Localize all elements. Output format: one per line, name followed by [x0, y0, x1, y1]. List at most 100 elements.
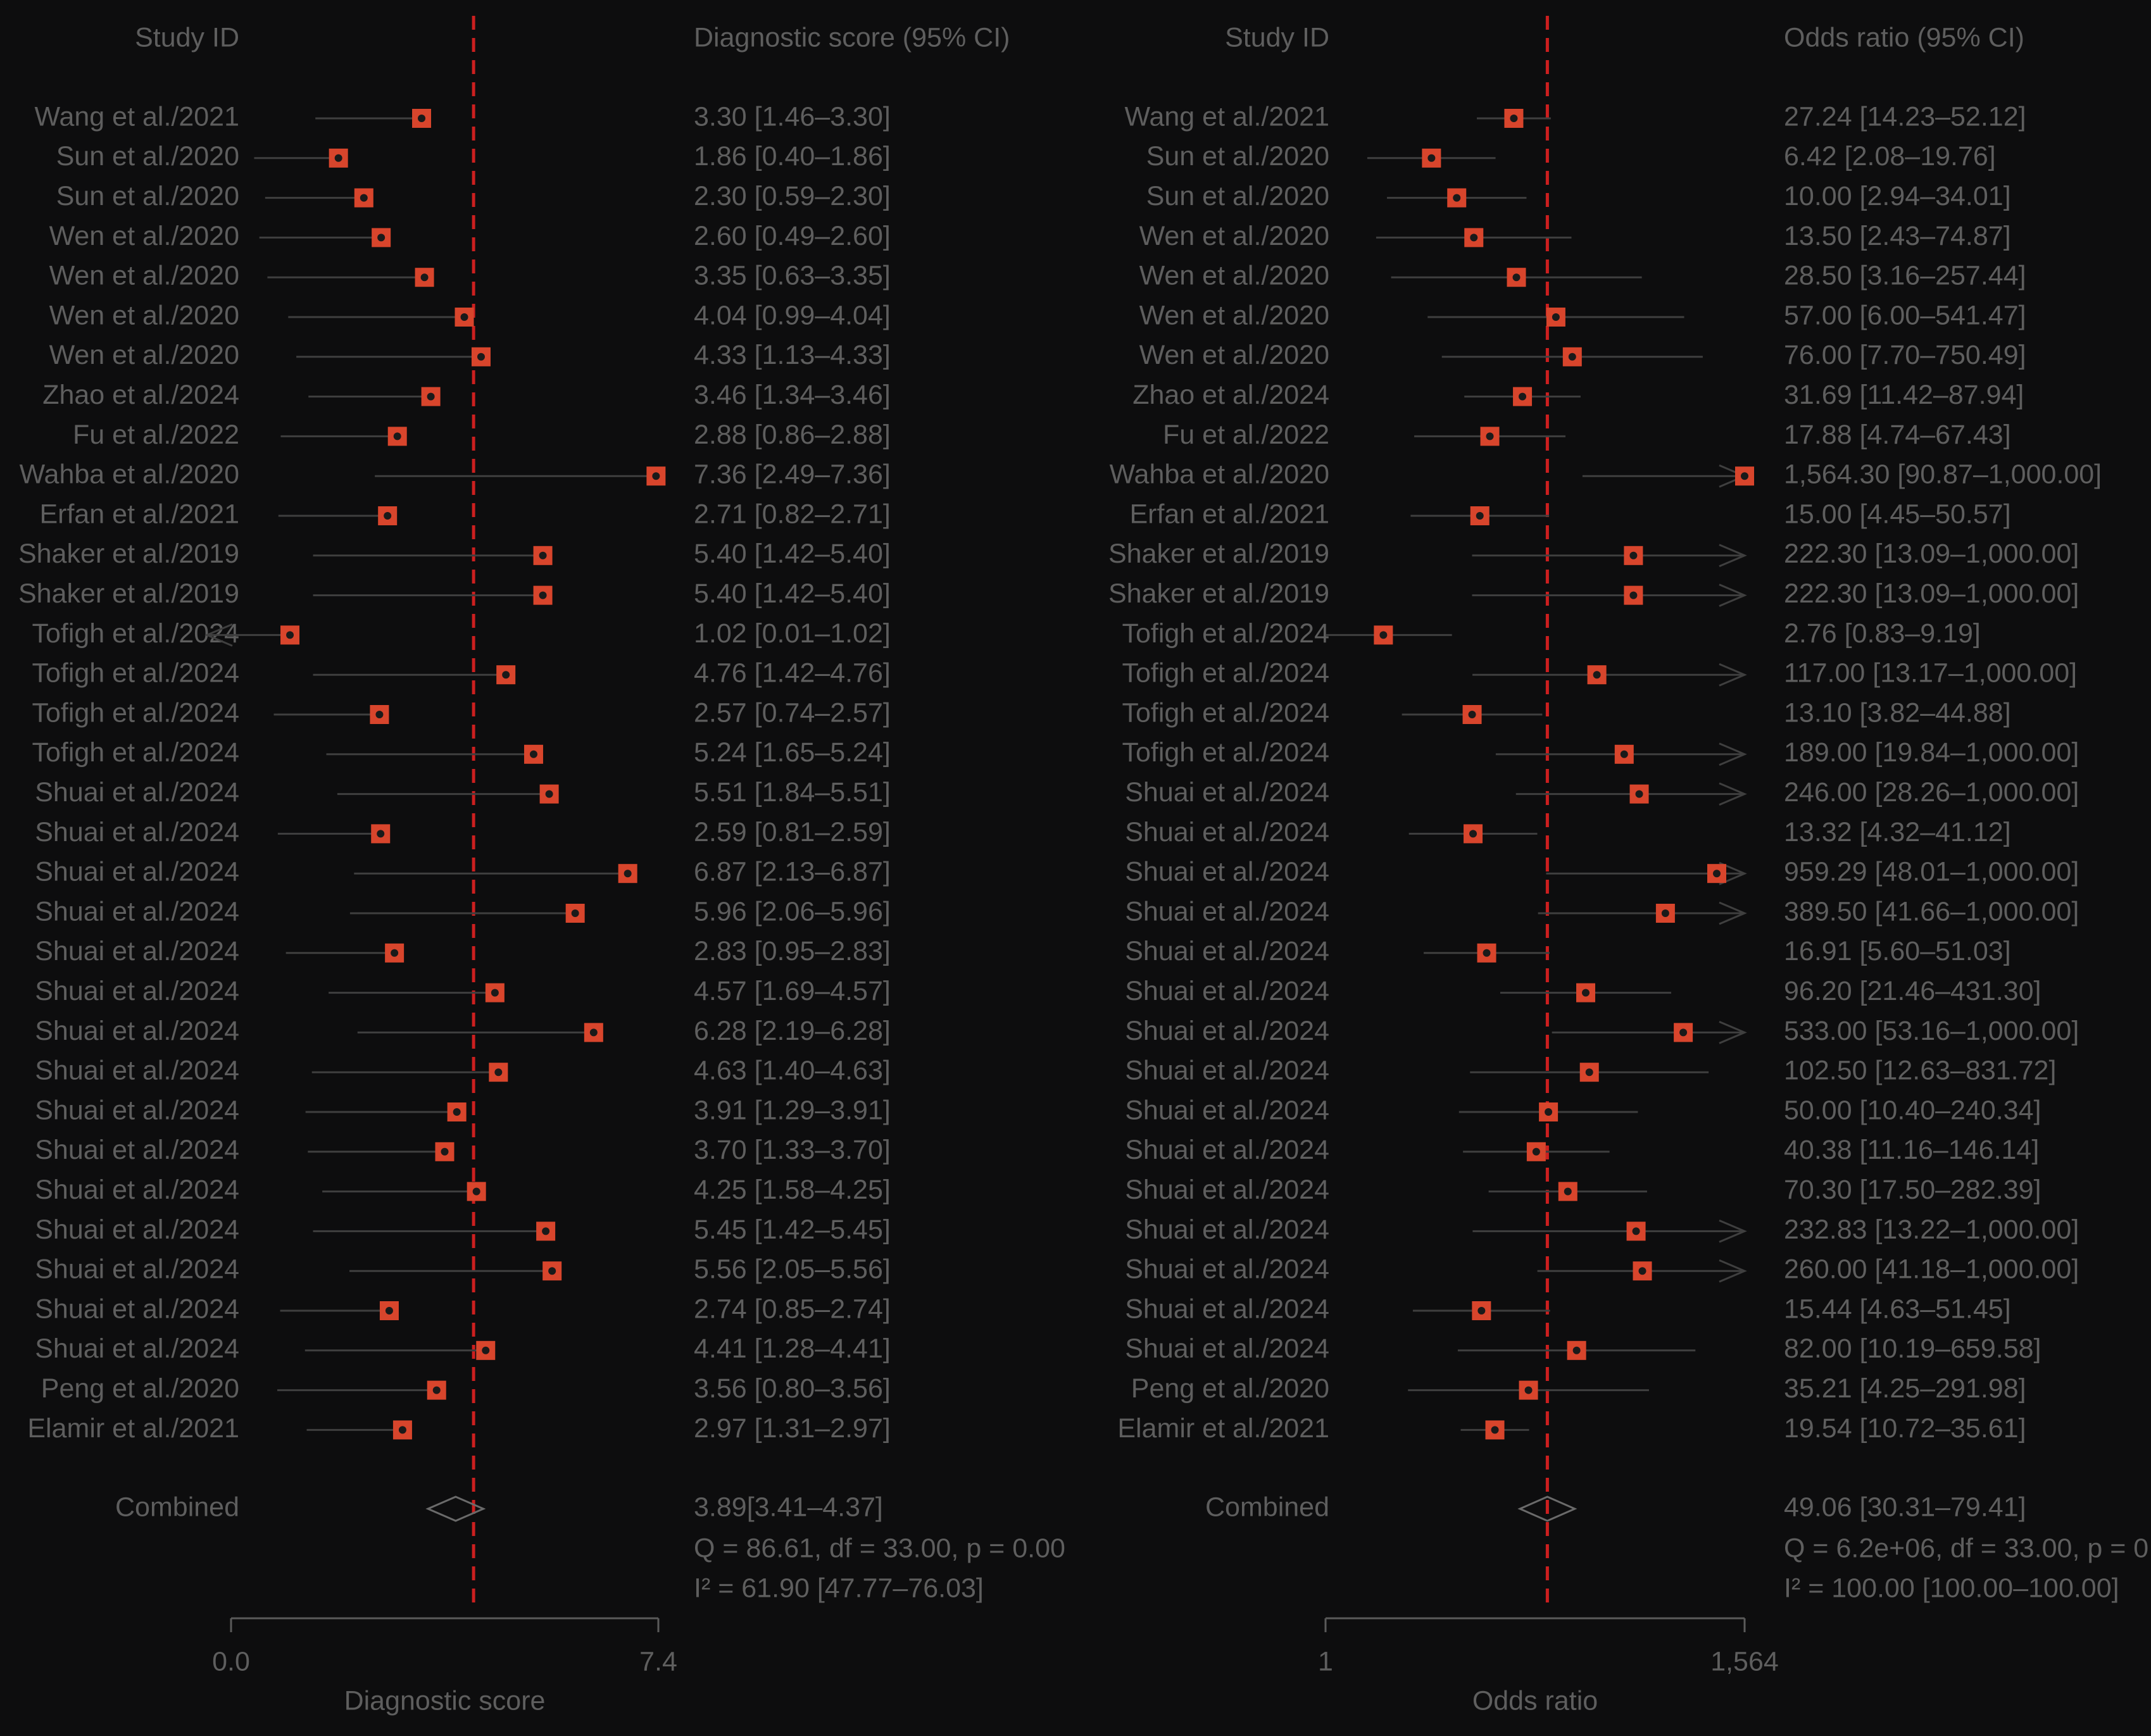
panel1-study-label: Sun et al./2020	[56, 141, 239, 172]
panel2-ci-text: 40.38 [11.16–146.14]	[1784, 1135, 2039, 1165]
panel1-point-center	[477, 353, 485, 361]
panel2-point-center	[1635, 790, 1643, 798]
panel1-ci-text: 2.30 [0.59–2.30]	[694, 181, 891, 211]
panel1-point-center	[589, 1028, 598, 1037]
panel1-ci-text: 6.87 [2.13–6.87]	[694, 857, 891, 887]
panel2-x-tick-label: 1	[1318, 1646, 1333, 1677]
panel1-ci-text: 4.41 [1.28–4.41]	[694, 1333, 891, 1364]
panel2-study-label: Shuai et al./2024	[1125, 976, 1329, 1006]
panel1-ci-text: 3.56 [0.80–3.56]	[694, 1373, 891, 1404]
panel2-ci-arrow-right	[1719, 782, 1747, 806]
panel1-x-axis-label: Diagnostic score	[344, 1685, 546, 1716]
panel1-study-label: Wen et al./2020	[49, 221, 239, 251]
panel2-study-label: Shuai et al./2024	[1125, 936, 1329, 966]
panel2-heterogeneity-stat: Q = 6.2e+06, df = 33.00, p = 0.00	[1784, 1533, 2151, 1563]
panel2-point-center	[1713, 870, 1721, 878]
panel1-study-label: Shuai et al./2024	[35, 936, 239, 966]
panel1-study-label: Zhao et al./2024	[42, 380, 239, 410]
panel1-point-center	[652, 472, 660, 480]
panel2-ci-text: 533.00 [53.16–1,000.00]	[1784, 1016, 2079, 1046]
panel1-ci-text: 3.46 [1.34–3.46]	[694, 380, 891, 410]
panel2-ci-text: 17.88 [4.74–67.43]	[1784, 420, 2011, 450]
panel1-study-label: Shaker et al./2019	[18, 578, 239, 609]
panel2-point-center	[1469, 830, 1477, 838]
panel1-point-center	[384, 512, 392, 520]
panel1-ci-text: 5.40 [1.42–5.40]	[694, 578, 891, 609]
panel1-study-label: Shuai et al./2024	[35, 1135, 239, 1165]
panel1-ci-text: 1.86 [0.40–1.86]	[694, 141, 891, 172]
panel2-ci-text: 31.69 [11.42–87.94]	[1784, 380, 2024, 410]
panel1-point-center	[377, 830, 385, 838]
panel1-study-label: Erfan et al./2021	[39, 499, 239, 529]
panel1-point-center	[432, 1386, 441, 1394]
panel2-ci-text: 189.00 [19.84–1,000.00]	[1784, 737, 2079, 768]
panel1-ci-text: 4.63 [1.40–4.63]	[694, 1056, 891, 1086]
panel1-point-center	[391, 949, 399, 957]
panel2-ci-text: 15.00 [4.45–50.57]	[1784, 499, 2011, 529]
panel2-study-label: Tofigh et al./2024	[1122, 658, 1329, 689]
panel2-point-center	[1572, 1346, 1581, 1354]
panel2-study-label: Shaker et al./2019	[1108, 539, 1329, 569]
panel2-study-label: Wen et al./2020	[1139, 340, 1329, 370]
panel2-study-label: Wen et al./2020	[1139, 221, 1329, 251]
panel1-study-label: Shuai et al./2024	[35, 896, 239, 927]
panel2-study-label: Shuai et al./2024	[1125, 1016, 1329, 1046]
panel2-point-center	[1620, 750, 1628, 758]
panel1-study-label: Tofigh et al./2024	[32, 737, 239, 768]
panel2-study-header: Study ID	[1225, 22, 1329, 53]
panel1-point-center	[334, 154, 342, 162]
panel1-study-label: Sun et al./2020	[56, 181, 239, 211]
panel2-point-center	[1476, 512, 1484, 520]
panel2-point-center	[1532, 1147, 1540, 1156]
panel2-point-center	[1564, 1187, 1572, 1196]
panel2-point-center	[1638, 1267, 1646, 1275]
panel1-combined-label: Combined	[115, 1492, 239, 1522]
panel2-point-center	[1593, 671, 1601, 679]
panel1-ci-text: 2.57 [0.74–2.57]	[694, 697, 891, 728]
panel1-x-tick-label: 0.0	[212, 1646, 250, 1677]
panel2-ci-arrow-right	[1719, 1259, 1747, 1283]
panel2-point-center	[1661, 909, 1669, 917]
panel2-study-label: Shaker et al./2019	[1108, 578, 1329, 609]
panel2-study-label: Fu et al./2022	[1163, 420, 1329, 450]
panel2-point-center	[1510, 115, 1518, 122]
panel2-ci-text: 50.00 [10.40–240.34]	[1784, 1095, 2041, 1125]
panel2-study-label: Sun et al./2020	[1146, 141, 1329, 172]
panel2-point-center	[1545, 1108, 1553, 1116]
panel1-ci-text: 2.74 [0.85–2.74]	[694, 1294, 891, 1324]
panel2-ci-text: 19.54 [10.72–35.61]	[1784, 1413, 2026, 1444]
panel1-ci-text: 6.28 [2.19–6.28]	[694, 1016, 891, 1046]
panel2-ci-arrow-right	[1719, 742, 1747, 766]
panel1-point-center	[545, 790, 553, 798]
panel1-study-label: Shuai et al./2024	[35, 817, 239, 847]
panel1-ci-text: 4.04 [0.99–4.04]	[694, 300, 891, 330]
panel2-ci-text: 389.50 [41.66–1,000.00]	[1784, 896, 2079, 927]
panel1-point-center	[393, 432, 401, 440]
panel1-point-center	[529, 750, 537, 758]
panel1-study-label: Shuai et al./2024	[35, 1095, 239, 1125]
panel1-ci-text: 2.88 [0.86–2.88]	[694, 420, 891, 450]
panel2-study-label: Wang et al./2021	[1124, 101, 1329, 132]
panel1-ci-text: 2.97 [1.31–2.97]	[694, 1413, 891, 1444]
panel2-ci-text: 16.91 [5.60–51.03]	[1784, 936, 2011, 966]
panel1-point-center	[472, 1187, 480, 1196]
panel2-study-label: Shuai et al./2024	[1125, 777, 1329, 808]
panel1-study-label: Tofigh et al./2024	[32, 658, 239, 689]
panel2-study-label: Shuai et al./2024	[1125, 1294, 1329, 1324]
panel2-study-label: Shuai et al./2024	[1125, 817, 1329, 847]
panel1-point-center	[494, 1068, 503, 1077]
panel1-ci-text: 2.71 [0.82–2.71]	[694, 499, 891, 529]
panel1-ci-text: 4.25 [1.58–4.25]	[694, 1175, 891, 1205]
panel2-ci-text: 2.76 [0.83–9.19]	[1784, 618, 1981, 649]
panel2-ci-arrow-right	[1719, 584, 1747, 607]
panel2-point-center	[1632, 1227, 1640, 1235]
panel2-ci-arrow-right	[1719, 663, 1747, 687]
panel1-ci-text: 5.96 [2.06–5.96]	[694, 896, 891, 927]
panel1-point-center	[453, 1108, 461, 1116]
panel1-point-center	[385, 1307, 393, 1314]
panel2-point-center	[1512, 273, 1521, 282]
panel1-point-center	[360, 194, 368, 202]
panel1-ci-text: 4.57 [1.69–4.57]	[694, 976, 891, 1006]
panel1-ci-text: 3.70 [1.33–3.70]	[694, 1135, 891, 1165]
panel2-point-center	[1483, 949, 1491, 957]
